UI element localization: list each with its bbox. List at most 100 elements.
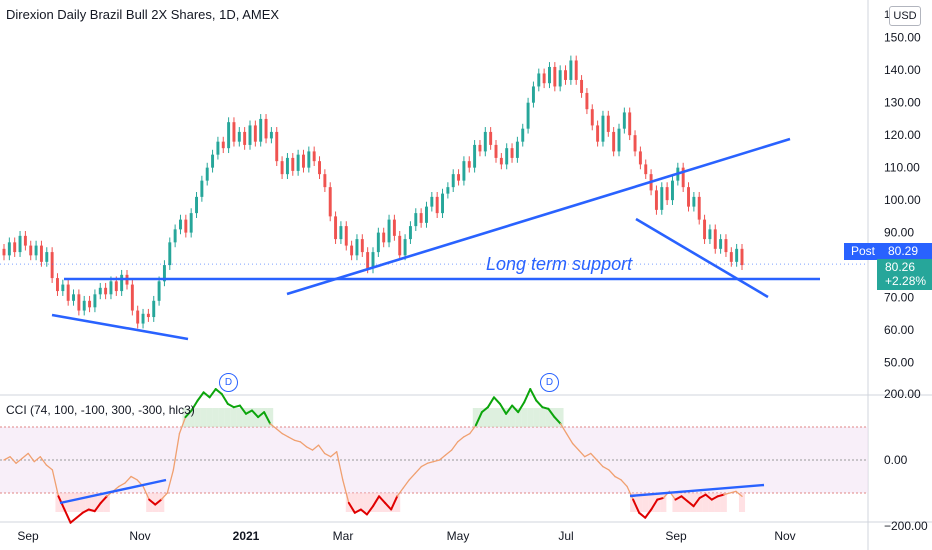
cci-line-segment: [432, 459, 441, 463]
candle-body: [296, 154, 300, 171]
cci-oversold-shade: [714, 493, 721, 512]
candle-body: [173, 229, 177, 243]
candle-body: [237, 131, 241, 142]
cci-line-segment: [81, 508, 90, 514]
cci-line-segment: [184, 409, 193, 419]
candle-body: [537, 73, 541, 87]
cci-line-segment: [347, 501, 356, 514]
candle-body: [660, 187, 664, 210]
candle-body: [13, 242, 17, 253]
candle-body: [425, 206, 428, 223]
candle-body: [211, 154, 215, 168]
cci-line-segment: [293, 439, 302, 443]
cci-oversold-shade: [351, 493, 358, 512]
cci-overbought-shade: [539, 408, 546, 427]
cci-overbought-shade: [527, 408, 534, 427]
cci-line-segment: [263, 411, 272, 425]
cci-line-segment: [457, 436, 465, 443]
cci-line-segment: [602, 465, 610, 471]
cci-line-segment: [39, 456, 47, 466]
cci-line-segment: [674, 495, 683, 501]
cci-oversold-shade: [696, 493, 703, 512]
cci-oversold-shade: [103, 493, 110, 512]
candle-body: [580, 79, 584, 93]
candle-body: [18, 235, 22, 253]
cci-line-segment: [384, 501, 393, 511]
cci-line-segment: [474, 411, 483, 427]
cci-line-segment: [486, 396, 495, 409]
cci-oversold-shade: [55, 493, 62, 512]
candle-body: [382, 232, 386, 243]
candle-body: [708, 229, 712, 240]
cci-oversold-shade: [720, 493, 727, 512]
cci-oversold-shade: [702, 493, 709, 512]
price-change: +2.28%: [885, 274, 927, 288]
cci-indicator-title[interactable]: CCI (74, 100, -100, 300, -300, hlc3): [6, 403, 195, 417]
cci-line-segment: [45, 464, 54, 471]
cci-overbought-shade: [242, 408, 249, 427]
candle-body: [451, 174, 455, 188]
cci-line-segment: [680, 495, 689, 503]
cci-line-segment: [505, 404, 514, 415]
cci-line-segment: [63, 508, 72, 524]
cci-tick-label: 0.00: [884, 453, 908, 467]
cci-overbought-shade: [261, 408, 268, 427]
cci-line-segment: [311, 444, 320, 451]
candle-body: [542, 73, 546, 84]
candle-body: [371, 252, 375, 269]
candle-body: [189, 213, 193, 233]
cci-line-segment: [130, 475, 138, 481]
cci-line-segment: [93, 501, 102, 513]
price-tick-label: 120.00: [884, 128, 921, 142]
cci-line-segment: [547, 407, 556, 419]
cci-line-segment: [317, 444, 326, 455]
cci-line-segment: [596, 459, 604, 468]
dividend-marker-2[interactable]: D: [540, 373, 559, 392]
candle-body: [72, 294, 75, 301]
cci-line-segment: [535, 399, 544, 409]
symbol-title: Direxion Daily Brazil Bull 2X Shares, 1D…: [6, 7, 280, 22]
candle-body: [403, 239, 407, 256]
cci-line-segment: [202, 391, 211, 399]
candle-body: [259, 118, 263, 142]
candle-body: [628, 112, 632, 136]
cci-oversold-shade: [708, 493, 715, 512]
cci-line-segment: [342, 479, 350, 504]
candle-body: [703, 219, 707, 240]
cci-line-segment: [148, 498, 157, 506]
currency-button[interactable]: USD: [889, 6, 921, 26]
candle-body: [39, 245, 43, 262]
cci-overbought-shade: [515, 408, 522, 427]
candle-body: [601, 115, 605, 142]
candle-body: [275, 131, 279, 162]
candle-body: [366, 252, 370, 269]
cci-line-segment: [390, 495, 399, 511]
cci-line-segment: [565, 432, 574, 445]
cci-line-segment: [698, 493, 707, 499]
cci-line-segment: [650, 498, 659, 511]
cci-line-segment: [359, 508, 368, 516]
dividend-marker-1[interactable]: D: [219, 373, 238, 392]
candle-body: [318, 161, 321, 175]
candle-body: [419, 213, 423, 223]
cci-line-segment: [729, 490, 737, 494]
candle-body: [548, 66, 551, 84]
cci-line-segment: [408, 472, 416, 481]
candle-body: [66, 284, 70, 301]
cci-line-segment: [232, 404, 241, 409]
candle-body: [120, 274, 124, 292]
cci-line-segment: [396, 487, 404, 497]
time-tick-label: Jul: [558, 529, 573, 543]
candle-body: [740, 248, 744, 266]
candle-body: [622, 112, 626, 129]
cci-overbought-shade: [557, 408, 564, 427]
cci-overbought-shade: [478, 408, 485, 427]
price-tick-label: 150.00: [884, 31, 921, 45]
candle-body: [489, 131, 493, 145]
candle-body: [114, 281, 118, 292]
candle-body: [644, 164, 648, 175]
cci-line-segment: [444, 449, 453, 456]
cci-oversold-shade: [738, 493, 746, 512]
cci-line-segment: [281, 432, 289, 438]
cci-overbought-shade: [212, 408, 219, 427]
